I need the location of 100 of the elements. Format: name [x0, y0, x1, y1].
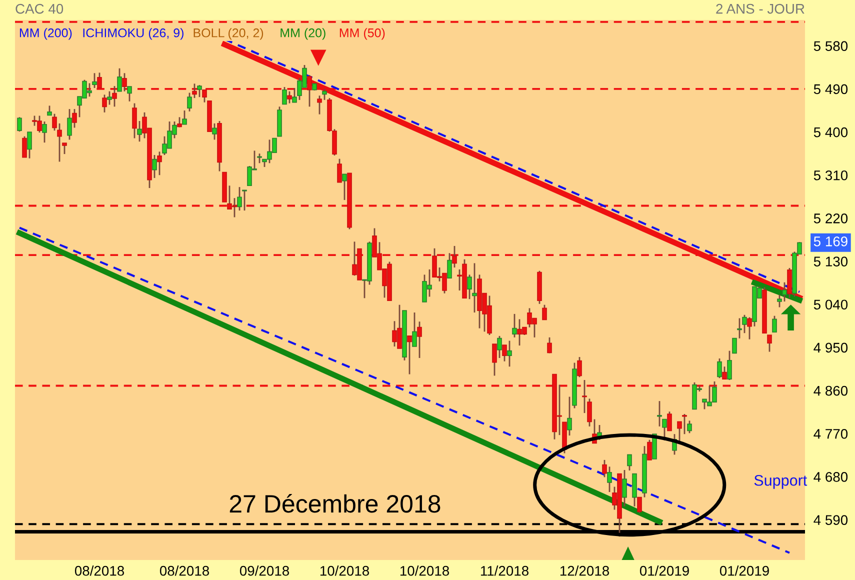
- candlestick: [667, 410, 672, 432]
- candlestick: [782, 282, 787, 302]
- candlestick: [237, 186, 242, 212]
- candlestick: [512, 313, 517, 338]
- candlestick: [282, 86, 287, 105]
- candlestick: [577, 356, 582, 378]
- annotation: ICHIMOKU (26, 9): [83, 28, 184, 40]
- y-tick-label: 5 400: [814, 127, 848, 138]
- candlestick: [407, 335, 412, 375]
- y-tick-label: 5 580: [814, 41, 848, 52]
- candlestick: [417, 320, 422, 359]
- candlestick: [622, 469, 627, 508]
- candlestick: [687, 420, 692, 434]
- x-tick-label: 10/2018: [320, 566, 369, 576]
- candlestick: [52, 113, 57, 132]
- candlestick: [17, 116, 22, 132]
- candlestick: [92, 72, 97, 89]
- x-tick-label: 09/2018: [240, 566, 289, 576]
- candlestick: [182, 110, 187, 126]
- candlestick: [647, 439, 652, 461]
- x-tick-label: 08/2018: [160, 566, 209, 576]
- candlestick: [602, 459, 607, 478]
- candlestick: [677, 420, 682, 443]
- candlestick: [317, 94, 322, 116]
- candlestick: [137, 120, 142, 142]
- candlestick: [637, 496, 642, 514]
- candlestick: [117, 68, 122, 92]
- candlestick: [502, 344, 507, 362]
- candlestick: [62, 142, 67, 155]
- y-tick-label: 4 680: [814, 472, 848, 482]
- annotation: MM (20): [280, 28, 326, 40]
- candlestick: [507, 340, 512, 368]
- candlestick: [102, 94, 107, 114]
- y-tick-label: 4 770: [814, 428, 848, 439]
- candlestick: [662, 418, 667, 442]
- candlestick: [67, 108, 72, 140]
- candlestick: [322, 88, 327, 101]
- x-tick-label: 01/2019: [720, 566, 769, 576]
- y-tick-label: 5 490: [814, 84, 848, 94]
- x-tick-label: 01/2019: [640, 566, 689, 576]
- candlestick: [737, 318, 742, 340]
- x-tick-label: 08/2018: [74, 566, 124, 576]
- candlestick: [342, 173, 347, 201]
- candlestick: [497, 335, 502, 359]
- y-tick-label: 5 040: [814, 300, 848, 310]
- candlestick: [607, 466, 612, 493]
- candlestick: [657, 400, 662, 428]
- annotation: Support: [754, 474, 808, 489]
- candlestick: [472, 262, 477, 314]
- candlestick: [727, 350, 732, 381]
- annotation: BOLL (20, 2): [194, 28, 264, 40]
- candlestick: [627, 454, 632, 472]
- candlestick: [542, 304, 547, 320]
- chart-subtitle: 2 ANS - JOUR: [716, 4, 804, 14]
- candlestick: [107, 90, 112, 106]
- candlestick: [567, 396, 572, 436]
- y-tick-label: 4 860: [814, 386, 848, 396]
- candlestick: [242, 189, 247, 212]
- y-tick-label: 5 310: [814, 170, 848, 180]
- candlestick: [157, 150, 162, 176]
- candlestick: [447, 252, 452, 279]
- candlestick: [742, 314, 747, 334]
- annotation: 27 Décembre 2018: [230, 494, 440, 513]
- candlestick: [467, 274, 472, 300]
- candlestick: [292, 87, 297, 104]
- x-tick-label: 12/2018: [560, 566, 609, 576]
- candlestick: [72, 108, 77, 128]
- candlestick: [722, 366, 727, 380]
- candlestick: [187, 92, 192, 112]
- candlestick: [47, 104, 52, 116]
- candlestick: [682, 413, 687, 435]
- candlestick: [57, 122, 62, 162]
- candlestick: [42, 120, 47, 144]
- candlestick: [492, 343, 497, 376]
- candlestick: [212, 122, 217, 140]
- candlestick: [747, 316, 752, 340]
- candlestick: [337, 158, 342, 183]
- candlestick: [197, 84, 202, 98]
- candlestick: [412, 312, 417, 348]
- candlestick: [547, 336, 552, 354]
- candlestick: [22, 136, 27, 158]
- chart-title: CAC 40: [16, 4, 64, 14]
- candlestick: [152, 154, 157, 179]
- candlestick: [127, 86, 132, 102]
- text: 5 169: [814, 236, 848, 246]
- candlestick: [767, 334, 772, 352]
- candlestick: [732, 338, 737, 354]
- candlestick: [587, 398, 592, 428]
- annotation: MM (50): [340, 28, 385, 40]
- candlestick: [257, 152, 262, 164]
- annotation: MM (200): [20, 28, 72, 40]
- candlestick: [772, 315, 777, 333]
- y-tick-label: 5 220: [814, 214, 848, 224]
- y-tick-label: 4 590: [814, 515, 848, 525]
- candlestick: [132, 102, 137, 139]
- y-tick-label: 5 130: [814, 256, 848, 266]
- x-tick-label: 11/2018: [480, 566, 528, 576]
- candlestick: [27, 131, 32, 160]
- y-tick-label: 4 950: [814, 342, 848, 353]
- candlestick: [717, 358, 722, 379]
